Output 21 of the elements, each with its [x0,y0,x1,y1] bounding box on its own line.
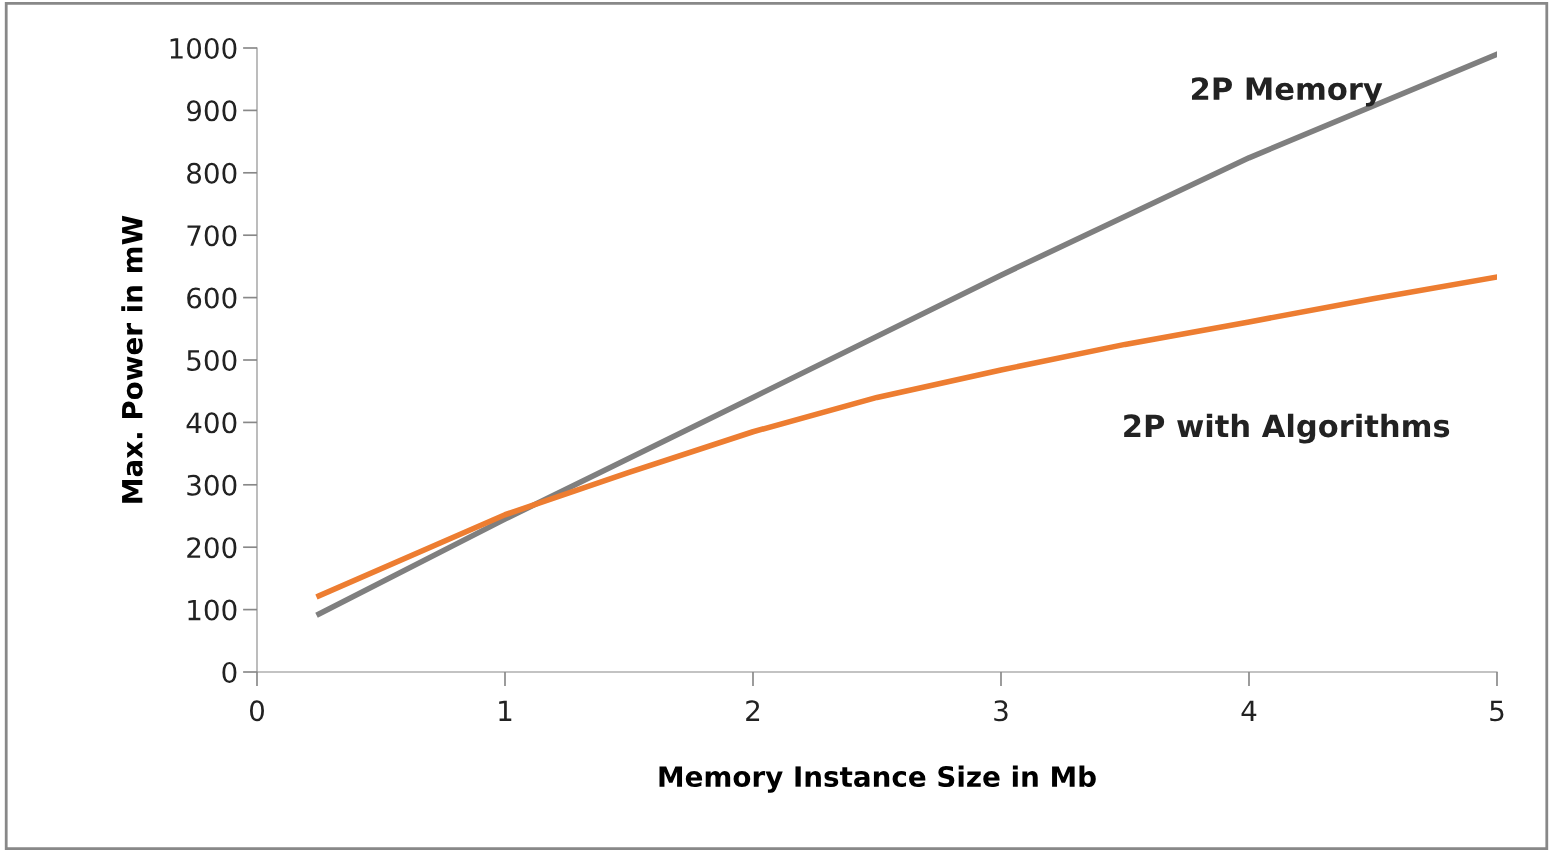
y-tick-label: 400 [186,412,237,434]
y-tick-label: 600 [187,287,237,309]
x-tick-label: 1 [499,700,512,721]
series-label: 2P Memory [1191,77,1383,107]
y-tick-label: 300 [187,474,237,496]
y-tick-label: 100 [188,599,237,621]
y-tick-label: 200 [187,537,237,559]
x-tick-label: 5 [1490,700,1504,722]
y-tick-label: 0 [222,661,237,683]
y-axis-title: Max. Power in mW [121,215,143,503]
x-axis-title: Memory Instance Size in Mb [659,765,1096,793]
x-tick-label: 2 [746,700,760,721]
y-tick-label: 700 [187,225,237,247]
x-tick-label: 3 [994,700,1008,722]
y-tick-label: 500 [187,349,237,371]
text: 2P with Algorithms [1124,413,1450,444]
y-tick-label: 1000 [170,37,237,59]
x-tick-label: 4 [1241,700,1257,721]
y-tick-label: 800 [187,162,237,184]
x-tick-label: 0 [249,700,264,722]
y-tick-label: 900 [186,100,237,122]
